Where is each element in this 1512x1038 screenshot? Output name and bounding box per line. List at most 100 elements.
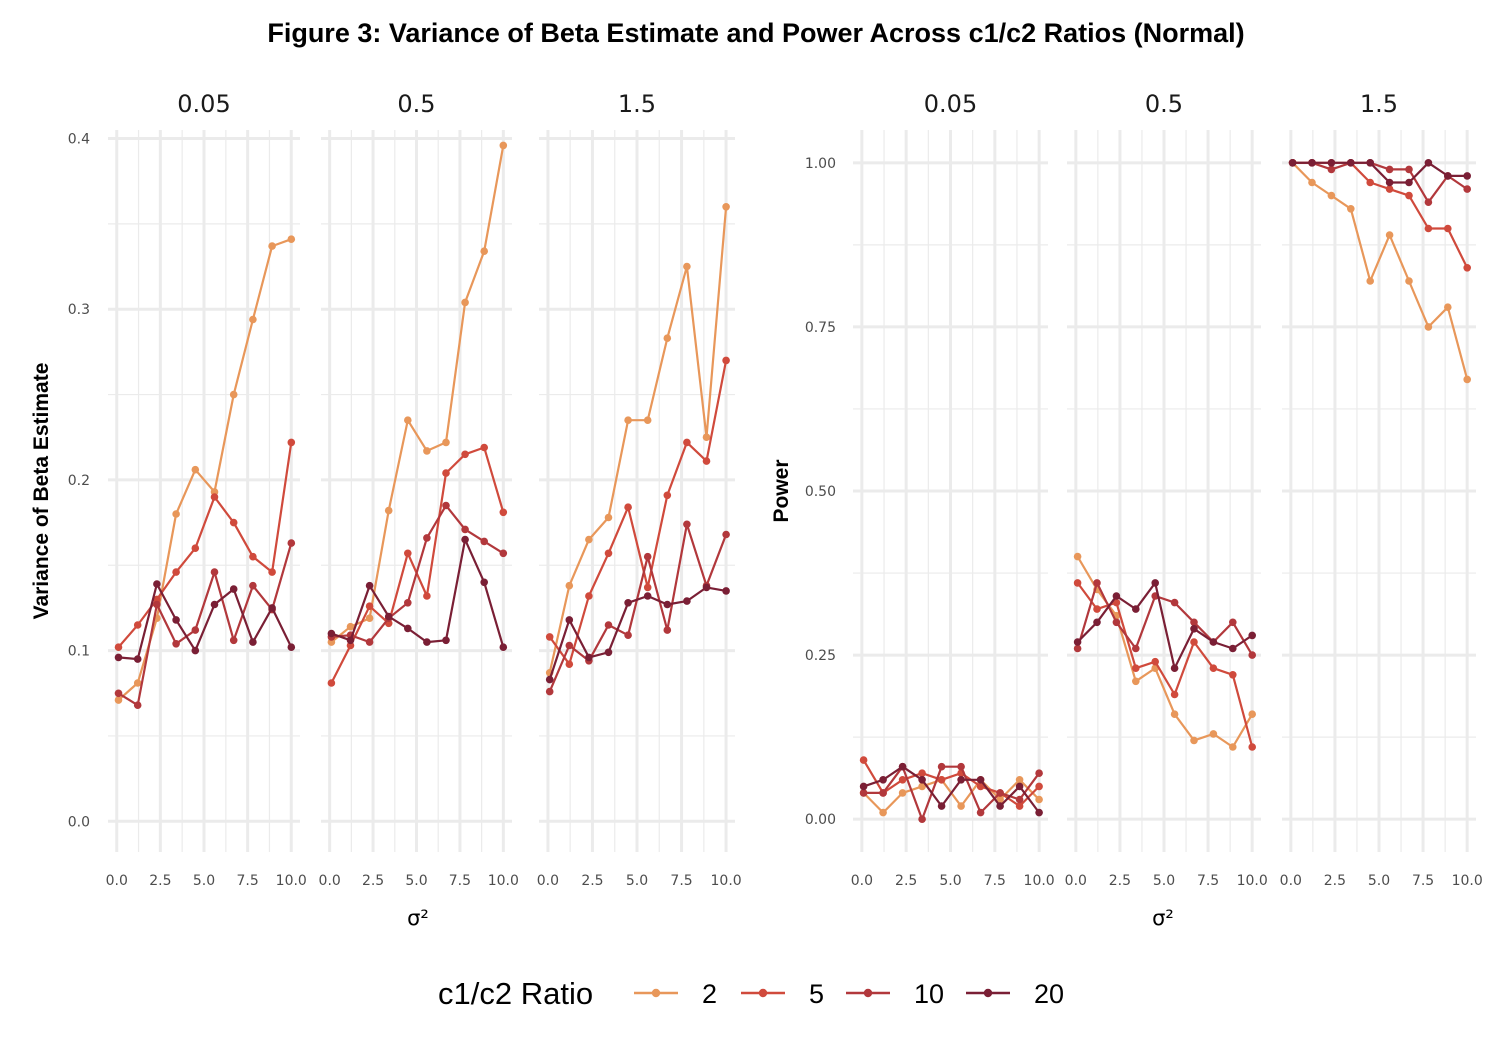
data-point-ratio-5: [859, 756, 868, 764]
data-point-ratio-2: [404, 416, 412, 425]
data-point-ratio-10: [210, 568, 219, 576]
data-point-ratio-10: [287, 539, 296, 547]
x-tick-label: 0.0: [537, 873, 559, 889]
data-point-ratio-2: [172, 510, 180, 518]
data-point-ratio-2: [898, 789, 907, 797]
y-tick-label: 0.3: [68, 302, 90, 318]
data-point-ratio-2: [624, 416, 632, 425]
data-point-ratio-10: [545, 687, 554, 696]
chart-variance: 0.0 0.1 0.2 0.3 0.4 Variance of Beta Estimate…: [30, 90, 742, 930]
x-tick-label: 0.0: [1065, 873, 1087, 889]
data-point-ratio-2: [365, 614, 374, 622]
data-point-ratio-20: [1327, 159, 1336, 167]
x-tick-label: 2.5: [362, 873, 384, 889]
data-point-ratio-2: [346, 622, 355, 631]
series-line-ratio-10: [117, 542, 293, 707]
data-point-ratio-10: [191, 626, 200, 634]
series-line-ratio-2: [1291, 162, 1469, 380]
data-point-ratio-20: [1424, 159, 1433, 167]
data-point-ratio-20: [1385, 178, 1394, 187]
data-point-ratio-5: [327, 679, 336, 687]
facet-strip-label: 0.05: [177, 90, 230, 118]
data-point-ratio-20: [268, 604, 276, 612]
data-point-ratio-2: [643, 416, 652, 425]
data-point-ratio-20: [1444, 172, 1452, 180]
series-line-ratio-20: [118, 582, 293, 661]
data-point-ratio-2: [287, 235, 296, 243]
facet-panel-1_5: 1.5 0.0 2.5 5.0 7.5 10.0: [1280, 90, 1483, 889]
data-point-ratio-2: [585, 535, 593, 544]
data-point-ratio-5: [918, 769, 926, 777]
data-point-ratio-20: [423, 638, 431, 646]
data-point-ratio-2: [1132, 677, 1140, 686]
data-point-ratio-10: [937, 762, 946, 771]
data-point-ratio-20: [442, 636, 450, 645]
data-point-ratio-20: [1347, 159, 1355, 167]
data-point-ratio-20: [499, 643, 508, 651]
data-point-ratio-10: [404, 599, 412, 607]
data-point-ratio-2: [1248, 710, 1256, 718]
data-point-ratio-20: [365, 581, 374, 590]
series-line-ratio-20: [863, 765, 1040, 814]
series-line-ratio-2: [548, 206, 728, 674]
data-point-ratio-10: [918, 815, 926, 823]
data-point-ratio-2: [442, 438, 450, 447]
legend-item-label: 20: [1034, 979, 1064, 1009]
data-point-ratio-5: [663, 491, 672, 500]
data-point-ratio-20: [859, 782, 868, 791]
data-point-ratio-2: [1229, 743, 1237, 751]
series-line-ratio-20: [1292, 161, 1468, 184]
data-point-ratio-20: [996, 802, 1004, 810]
data-point-ratio-10: [1229, 618, 1237, 627]
data-point-ratio-20: [604, 648, 613, 657]
data-point-ratio-10: [643, 552, 652, 561]
data-point-ratio-5: [683, 438, 691, 447]
data-point-ratio-5: [702, 457, 711, 465]
data-point-ratio-20: [1308, 159, 1316, 167]
legend-item-label: 5: [809, 979, 824, 1009]
data-point-ratio-10: [957, 762, 965, 771]
legend-title: c1/c2 Ratio: [438, 976, 593, 1011]
x-tick-label: 5.0: [1368, 873, 1390, 889]
data-point-ratio-10: [996, 789, 1004, 797]
x-tick-label: 2.5: [1109, 873, 1131, 889]
data-point-ratio-20: [585, 653, 593, 662]
data-point-ratio-10: [1112, 618, 1121, 627]
data-point-ratio-10: [172, 640, 180, 648]
data-point-ratio-10: [976, 808, 985, 817]
data-point-ratio-2: [565, 581, 574, 590]
data-point-ratio-20: [1366, 159, 1374, 167]
data-point-ratio-20: [702, 583, 711, 592]
data-point-ratio-5: [268, 568, 276, 576]
data-point-ratio-10: [604, 621, 613, 629]
data-point-ratio-20: [1112, 592, 1121, 600]
data-point-ratio-5: [1385, 185, 1394, 193]
data-point-ratio-5: [1405, 191, 1413, 200]
data-point-ratio-2: [191, 465, 200, 474]
data-point-ratio-20: [1248, 631, 1256, 640]
data-point-ratio-2: [268, 242, 276, 250]
data-point-ratio-10: [624, 631, 632, 639]
data-point-ratio-2: [249, 315, 257, 324]
data-point-ratio-20: [191, 646, 200, 655]
data-point-ratio-5: [1015, 802, 1024, 810]
data-point-ratio-5: [191, 544, 200, 552]
data-point-ratio-10: [1424, 198, 1433, 206]
series-line-ratio-20: [331, 538, 505, 648]
data-point-ratio-5: [1229, 671, 1237, 679]
data-point-ratio-5: [604, 549, 613, 558]
data-point-ratio-10: [1170, 598, 1179, 607]
data-point-ratio-20: [153, 580, 161, 588]
data-point-ratio-5: [898, 776, 907, 784]
data-point-ratio-20: [879, 776, 887, 784]
data-point-ratio-20: [1132, 605, 1140, 613]
data-point-ratio-20: [1035, 808, 1043, 817]
x-tick-label: 10.0: [711, 873, 742, 889]
data-point-ratio-10: [1327, 165, 1336, 174]
data-point-ratio-5: [1248, 743, 1256, 751]
y-tick-label: 0.0: [68, 814, 90, 830]
data-point-ratio-2: [1347, 205, 1355, 213]
figure-title: Figure 3: Variance of Beta Estimate and …: [267, 18, 1245, 48]
data-point-ratio-20: [545, 675, 554, 684]
data-point-ratio-5: [585, 592, 593, 600]
